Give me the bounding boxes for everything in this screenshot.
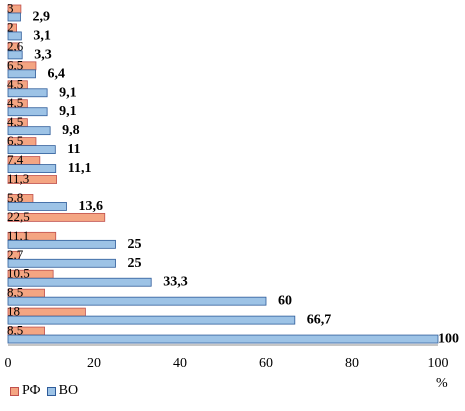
data-label-rf: 8,5 [7,323,23,338]
x-tick-label: 40 [173,356,187,371]
bar-vo [7,69,36,79]
data-label-vo: 13,6 [78,199,103,214]
data-label-rf: 11,3 [7,171,29,186]
bar-vo [7,296,267,306]
data-label-vo: 3,3 [34,47,52,62]
data-label-vo: 33,3 [163,275,188,290]
legend-label-vo: ВО [58,383,79,398]
bar-vo [7,334,439,344]
legend-swatch-vo [46,386,56,396]
bar-vo [7,107,48,117]
data-label-rf: 3 [7,1,14,16]
bar-vo [7,145,56,155]
x-tick-label: 60 [259,356,273,371]
legend: РФ ВО [10,383,84,399]
legend-item-rf: РФ [10,383,41,399]
data-label-vo: 25 [128,237,142,252]
legend-swatch-rf [10,386,19,396]
bar-vo [7,258,116,268]
bar-vo [7,50,23,60]
legend-label-rf: РФ [22,383,41,398]
data-label-rf: 7,4 [7,152,24,167]
data-label-rf: 2,6 [7,38,24,53]
data-label-rf: 5,8 [7,190,23,205]
bar-vo [7,277,152,287]
data-label-vo: 25 [128,256,142,271]
data-label-rf: 4,5 [7,114,23,129]
bar-vo [7,315,296,325]
x-tick-label: 20 [87,356,101,371]
data-label-vo: 3,1 [33,28,51,43]
bar-vo [7,239,116,249]
x-tick-label: 0 [5,356,12,371]
data-label-rf: 6,5 [7,133,23,148]
bar-vo [7,12,21,22]
bar-vo [7,164,57,173]
bar-vo [7,88,48,98]
data-label-vo: 9,1 [59,104,77,119]
data-label-rf: 8,5 [7,285,23,300]
data-label-rf: 18 [7,304,20,319]
data-label-vo: 66,7 [307,313,332,328]
data-label-vo: 2,9 [32,10,50,25]
data-label-rf: 11,1 [7,228,29,243]
data-label-vo: 6,4 [48,66,66,81]
bar-vo [7,202,67,211]
data-label-rf: 22,5 [7,209,30,224]
data-label-vo: 100 [438,332,459,347]
x-tick-label: 80 [345,356,359,371]
bar-rf [7,175,57,184]
data-label-vo: 11,1 [68,161,92,176]
data-label-vo: 60 [278,294,292,309]
bar-vo [7,31,22,41]
data-label-vo: 9,1 [59,85,77,100]
x-tick-label: 100 [428,356,449,371]
data-label-rf: 10,5 [7,266,30,281]
x-axis-unit: % [436,376,448,391]
data-label-vo: 11 [67,142,80,157]
data-label-rf: 4,5 [7,95,23,110]
bar-vo [7,126,51,136]
data-label-rf: 6,5 [7,57,23,72]
data-label-rf: 4,5 [7,76,23,91]
data-label-rf: 2 [7,19,14,34]
bar-rf [7,212,106,222]
data-label-vo: 9,8 [62,123,80,138]
legend-item-vo: ВО [46,383,79,399]
data-label-rf: 2,7 [7,247,24,262]
